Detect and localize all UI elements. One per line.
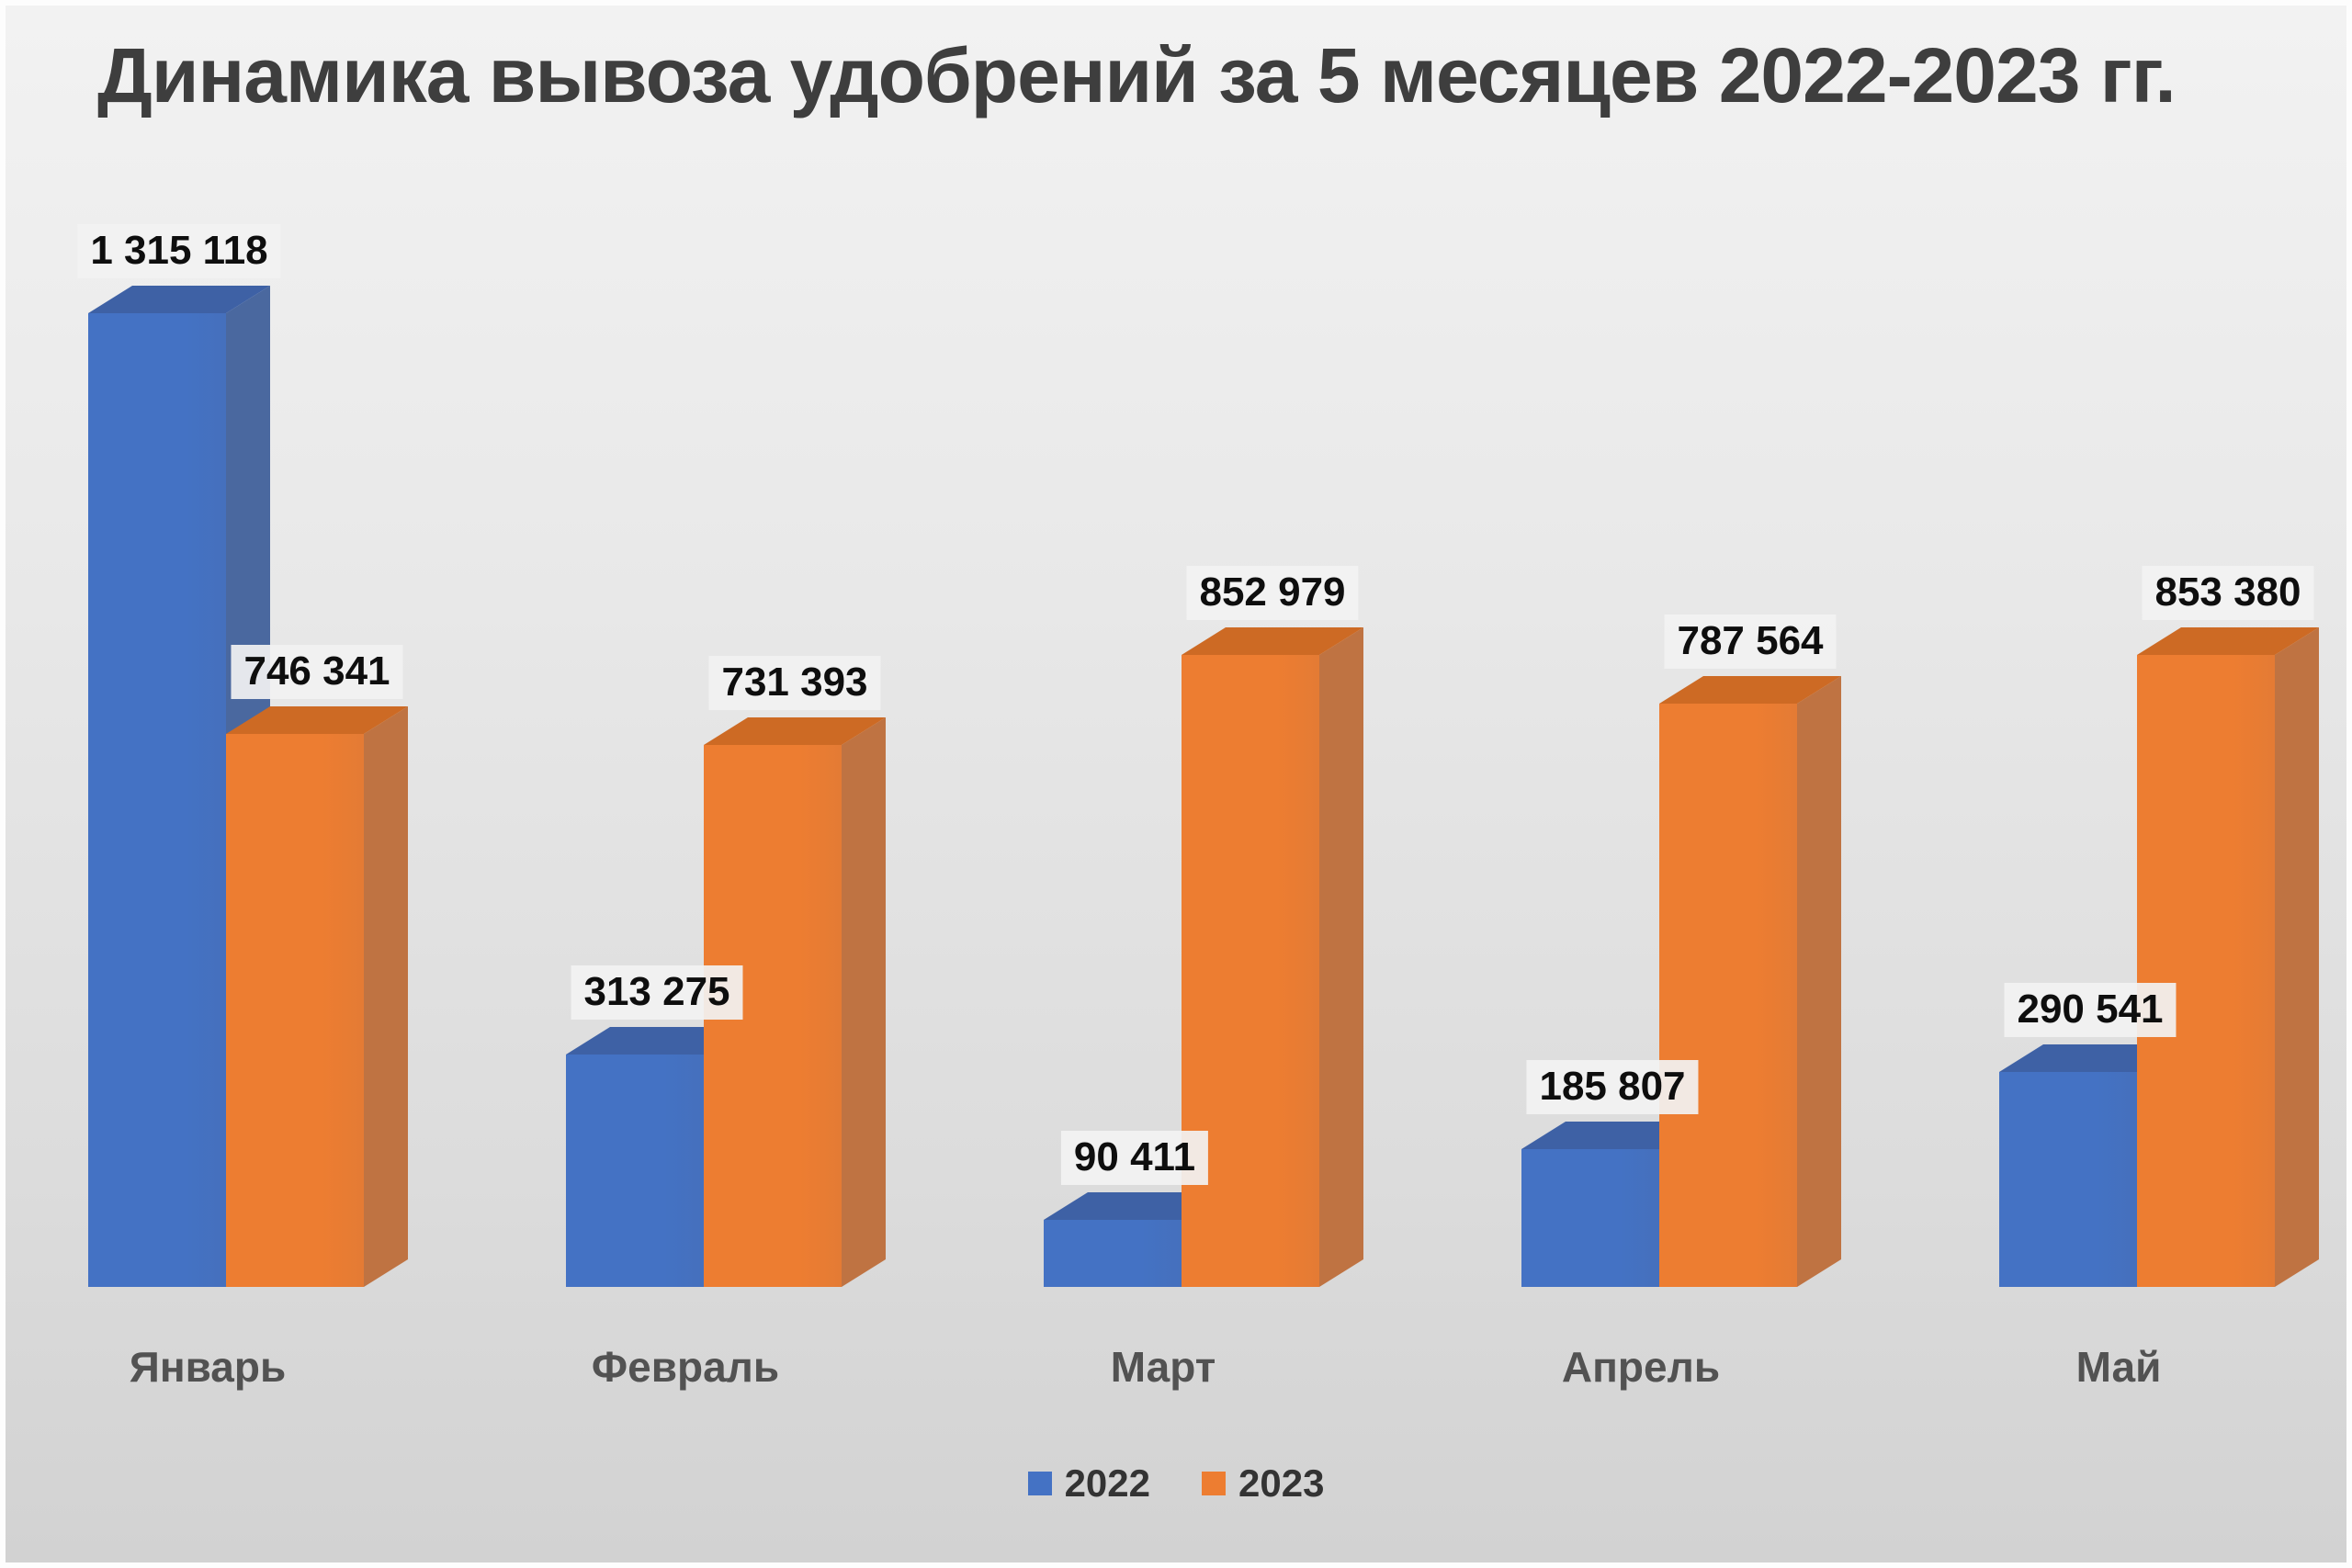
value-label-2022: 1 315 118 [77,224,281,278]
bar-2023-side [1319,627,1363,1287]
bar-2023-front [2137,655,2275,1287]
legend-item-2022: 2022 [1027,1461,1150,1506]
bar-2023-side [2275,627,2319,1287]
bar-2022-front [1044,1220,1182,1287]
bar-group-Апрель: 185 807 787 564 [1521,6,1841,1287]
legend-marker-2023 [1202,1472,1226,1495]
bar-2023-front [1659,704,1797,1287]
bar-group-Январь: 1 315 118 746 341 [77,6,408,1287]
category-label-Апрель: Апрель [1561,1343,1721,1391]
category-label-Февраль: Февраль [591,1343,780,1391]
bar-2022-front [1999,1072,2137,1287]
value-label-2022: 90 411 [1060,1131,1209,1185]
bar-group-Март: 90 411 852 979 [1044,6,1363,1287]
category-label-Май: Май [2075,1343,2162,1391]
legend-marker-2022 [1027,1472,1052,1495]
legend-label-2023: 2023 [1238,1461,1325,1505]
chart-title: Динамика вывоза удобрений за 5 месяцев 2… [97,32,2177,118]
legend: 2022 2023 [6,1461,2346,1506]
value-label-2022: 290 541 [2004,983,2177,1037]
value-label-2022: 313 275 [571,965,743,1020]
bar-group-Май: 290 541 853 380 [1999,6,2319,1287]
bar-2022-front [566,1055,704,1287]
bar-2022-front [88,313,226,1287]
value-label-2023: 746 341 [231,645,403,699]
value-label-2023: 787 564 [1664,615,1837,669]
category-label-Март: Март [1110,1343,1216,1391]
bar-2023-side [364,706,408,1287]
bar-2023-front [226,734,364,1287]
category-label-Январь: Январь [129,1343,287,1391]
bar-group-Февраль: 313 275 731 393 [566,6,886,1287]
value-label-2023: 852 979 [1186,566,1359,620]
bar-2023-front [1182,655,1319,1287]
legend-label-2022: 2022 [1064,1461,1150,1505]
bar-2022-front [1521,1149,1659,1287]
legend-item-2023: 2023 [1202,1461,1324,1506]
value-label-2022: 185 807 [1526,1060,1699,1114]
bar-2023-side [1797,676,1841,1287]
plot-area: 1 315 118 746 341 Январь 313 275 731 393 Февр… [6,6,2346,1562]
value-label-2023: 853 380 [2142,566,2314,620]
value-label-2023: 731 393 [708,656,881,710]
bar-2023-side [842,717,886,1287]
